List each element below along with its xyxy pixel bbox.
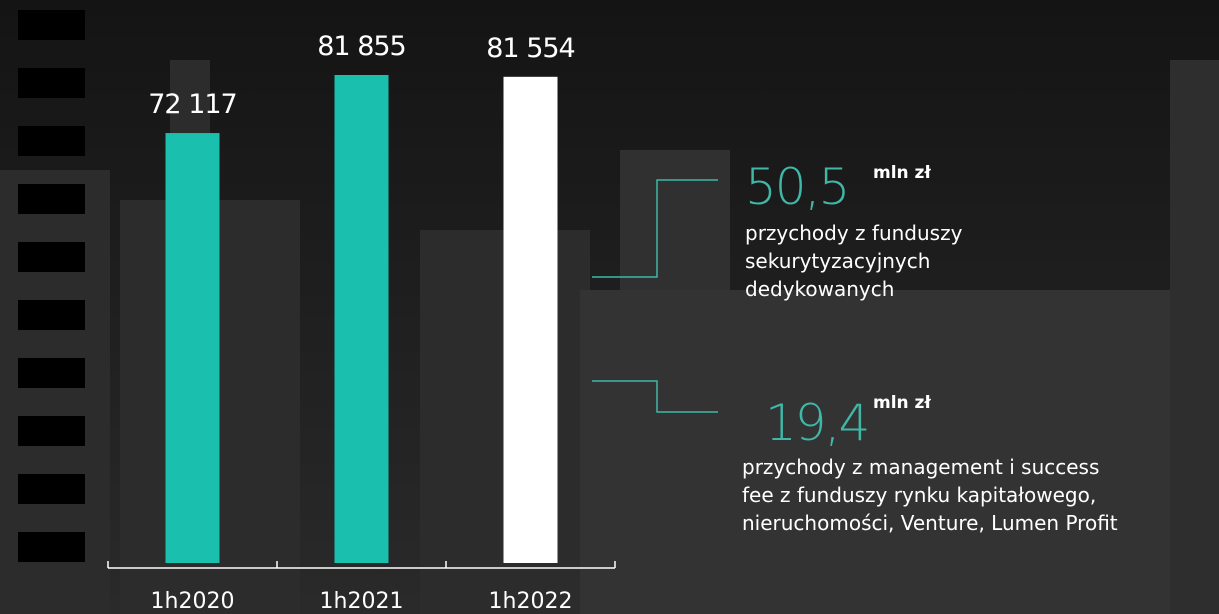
annotation-value: 50,5 xyxy=(745,158,848,216)
annotation-text: przychody z management i success fee z f… xyxy=(742,455,1118,535)
annotation-text: przychody z funduszy sekurytyzacyjnych d… xyxy=(745,221,969,301)
bar xyxy=(165,133,220,563)
x-axis xyxy=(107,561,616,569)
left-dashes xyxy=(18,10,85,562)
bar xyxy=(503,76,558,563)
x-tick-label: 1h2020 xyxy=(151,589,235,614)
annotation-value: 19,4 xyxy=(765,394,868,452)
annotation-unit: mln zł xyxy=(873,393,931,413)
annotation-unit: mln zł xyxy=(873,163,931,183)
value-label: 72 117 xyxy=(148,89,236,120)
bar xyxy=(334,75,389,563)
value-label: 81 855 xyxy=(317,31,405,62)
x-tick-label: 1h2021 xyxy=(320,589,404,614)
x-tick-label: 1h2022 xyxy=(489,589,573,614)
value-label: 81 554 xyxy=(486,33,574,64)
connectors xyxy=(592,179,718,413)
